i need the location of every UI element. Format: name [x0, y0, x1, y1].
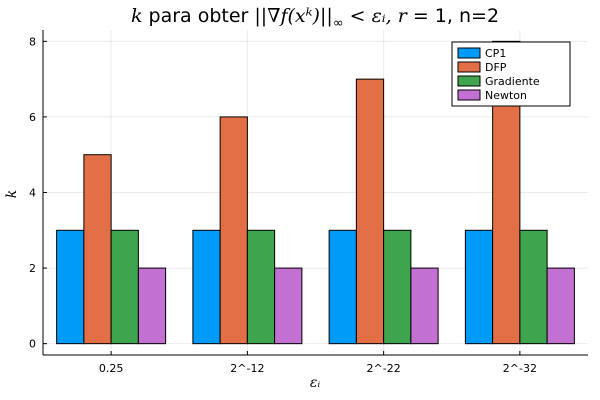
bar-gradiente-0	[110, 229, 139, 345]
x-axis-label: εᵢ	[310, 375, 321, 391]
legend-swatch-cp1	[457, 47, 481, 59]
bar-cp1-3	[464, 229, 494, 345]
title-norm: ||∇f(xᵏ)||	[254, 5, 332, 27]
bars	[56, 40, 575, 345]
bar-dfp-1	[219, 116, 248, 345]
bar-gradiente-2	[383, 229, 412, 345]
legend-label-newton: Newton	[485, 89, 527, 102]
y-tick-label: 8	[29, 35, 36, 48]
y-tick-label: 4	[29, 187, 36, 200]
legend-label-dfp: DFP	[485, 61, 507, 74]
bar-cp1-0	[56, 229, 85, 345]
y-axis-label: k	[4, 190, 20, 198]
legend-swatch-newton	[457, 89, 481, 101]
x-tick-label: 2^-32	[503, 362, 537, 375]
bar-gradiente-3	[519, 229, 548, 345]
y-tick-label: 2	[29, 262, 36, 275]
title-r: r	[398, 5, 409, 27]
y-tick-label: 0	[29, 338, 36, 351]
y-tick-label: 6	[29, 111, 36, 124]
x-tick-label: 2^-12	[230, 362, 264, 375]
bar-newton-3	[546, 267, 575, 345]
y-tick-labels: 0 2 4 6 8	[29, 35, 47, 351]
legend-swatch-gradiente	[457, 75, 481, 87]
bar-gradiente-1	[246, 229, 276, 345]
chart-title: k para obter ||∇f(xᵏ)||∞ < εᵢ, r = 1, n=…	[131, 5, 499, 31]
x-tick-label: 0.25	[99, 362, 124, 375]
bar-newton-2	[410, 267, 439, 345]
bar-newton-1	[274, 267, 303, 345]
title-end: = 1, n=2	[407, 5, 499, 27]
bar-cp1-1	[192, 229, 221, 345]
legend-swatch-dfp	[457, 61, 481, 73]
title-middle: para obter	[142, 5, 254, 27]
bar-dfp-2	[355, 78, 385, 345]
legend-label-cp1: CP1	[485, 47, 506, 60]
title-sub: ∞	[333, 16, 344, 31]
title-rest: < εᵢ,	[344, 5, 398, 27]
legend-label-gradiente: Gradiente	[485, 75, 540, 88]
bar-cp1-2	[328, 229, 357, 345]
bar-dfp-0	[83, 154, 112, 345]
bar-newton-0	[137, 267, 167, 345]
x-tick-labels: 0.25 2^-12 2^-22 2^-32	[99, 351, 537, 375]
x-tick-label: 2^-22	[367, 362, 401, 375]
title-k: k	[131, 5, 143, 27]
